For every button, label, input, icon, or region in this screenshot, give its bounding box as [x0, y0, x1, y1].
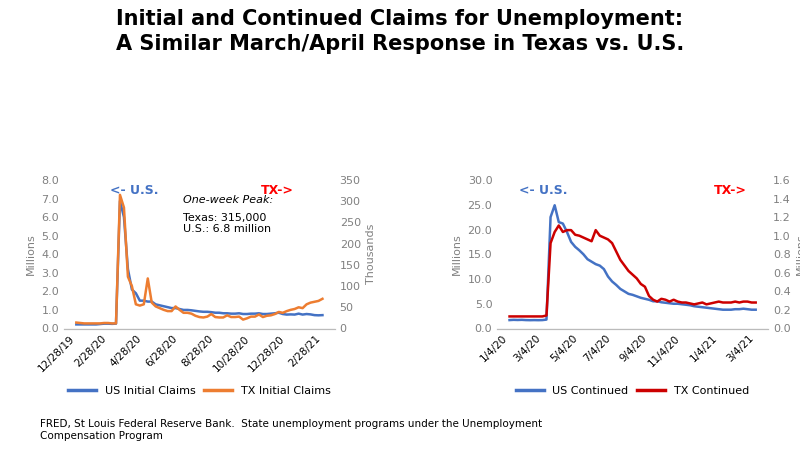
Y-axis label: Thousands: Thousands [366, 224, 376, 284]
Text: One-week Peak:: One-week Peak: [183, 195, 274, 205]
Text: TX->: TX-> [714, 184, 746, 198]
Y-axis label: Millions: Millions [26, 234, 36, 275]
Text: FRED, St Louis Federal Reserve Bank.  State unemployment programs under the Unem: FRED, St Louis Federal Reserve Bank. Sta… [40, 419, 542, 441]
Legend: US Initial Claims, TX Initial Claims: US Initial Claims, TX Initial Claims [63, 382, 335, 400]
Text: Texas: 315,000
U.S.: 6.8 million: Texas: 315,000 U.S.: 6.8 million [183, 213, 271, 234]
Text: Initial and Continued Claims for Unemployment:
A Similar March/April Response in: Initial and Continued Claims for Unemplo… [116, 9, 684, 54]
Legend: US Continued, TX Continued: US Continued, TX Continued [511, 382, 754, 400]
Text: <- U.S.: <- U.S. [110, 184, 158, 198]
Text: TX->: TX-> [262, 184, 294, 198]
Y-axis label: Millions: Millions [452, 234, 462, 275]
Y-axis label: Millions: Millions [796, 234, 800, 275]
Text: <- U.S.: <- U.S. [519, 184, 567, 198]
